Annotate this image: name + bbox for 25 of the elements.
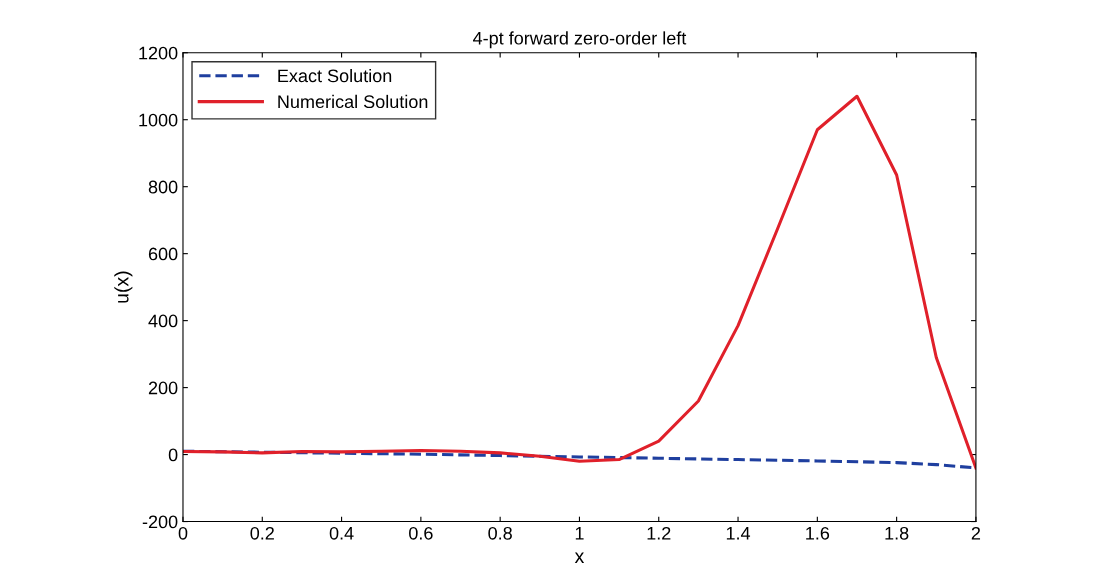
x-tick-label: 0.6 xyxy=(409,526,433,540)
x-tick-label: 0.2 xyxy=(250,526,274,540)
x-tick-label: 1 xyxy=(575,527,584,540)
x-tick-label: 1.8 xyxy=(885,526,909,540)
x-tick-label: 1.6 xyxy=(806,526,830,540)
y-tick-label: 1000 xyxy=(139,113,178,127)
x-tick-label: 1.2 xyxy=(647,526,671,540)
x-tick-label: 0.8 xyxy=(488,526,512,540)
chart-title: 4-pt forward zero-order left xyxy=(473,31,687,49)
legend-label: Numerical Solution xyxy=(278,94,428,109)
y-axis-title: u(x) xyxy=(114,271,133,303)
x-tick-label: 1.4 xyxy=(726,527,751,540)
line-series xyxy=(182,94,976,470)
y-tick-label: 200 xyxy=(148,381,178,395)
y-tick-label: 800 xyxy=(148,180,178,194)
y-tick-label: 0 xyxy=(168,448,178,462)
legend-label: Exact Solution xyxy=(278,68,392,83)
x-tick-label: 2 xyxy=(971,526,981,540)
y-tick-label: 400 xyxy=(148,314,178,328)
y-tick-label: -200 xyxy=(142,515,178,529)
x-tick-label: 0 xyxy=(178,526,188,540)
y-tick-label: 600 xyxy=(148,247,178,261)
x-axis-title: x xyxy=(574,552,585,563)
x-tick-label: 0.4 xyxy=(329,526,354,540)
y-tick-label: 1200 xyxy=(139,46,178,60)
